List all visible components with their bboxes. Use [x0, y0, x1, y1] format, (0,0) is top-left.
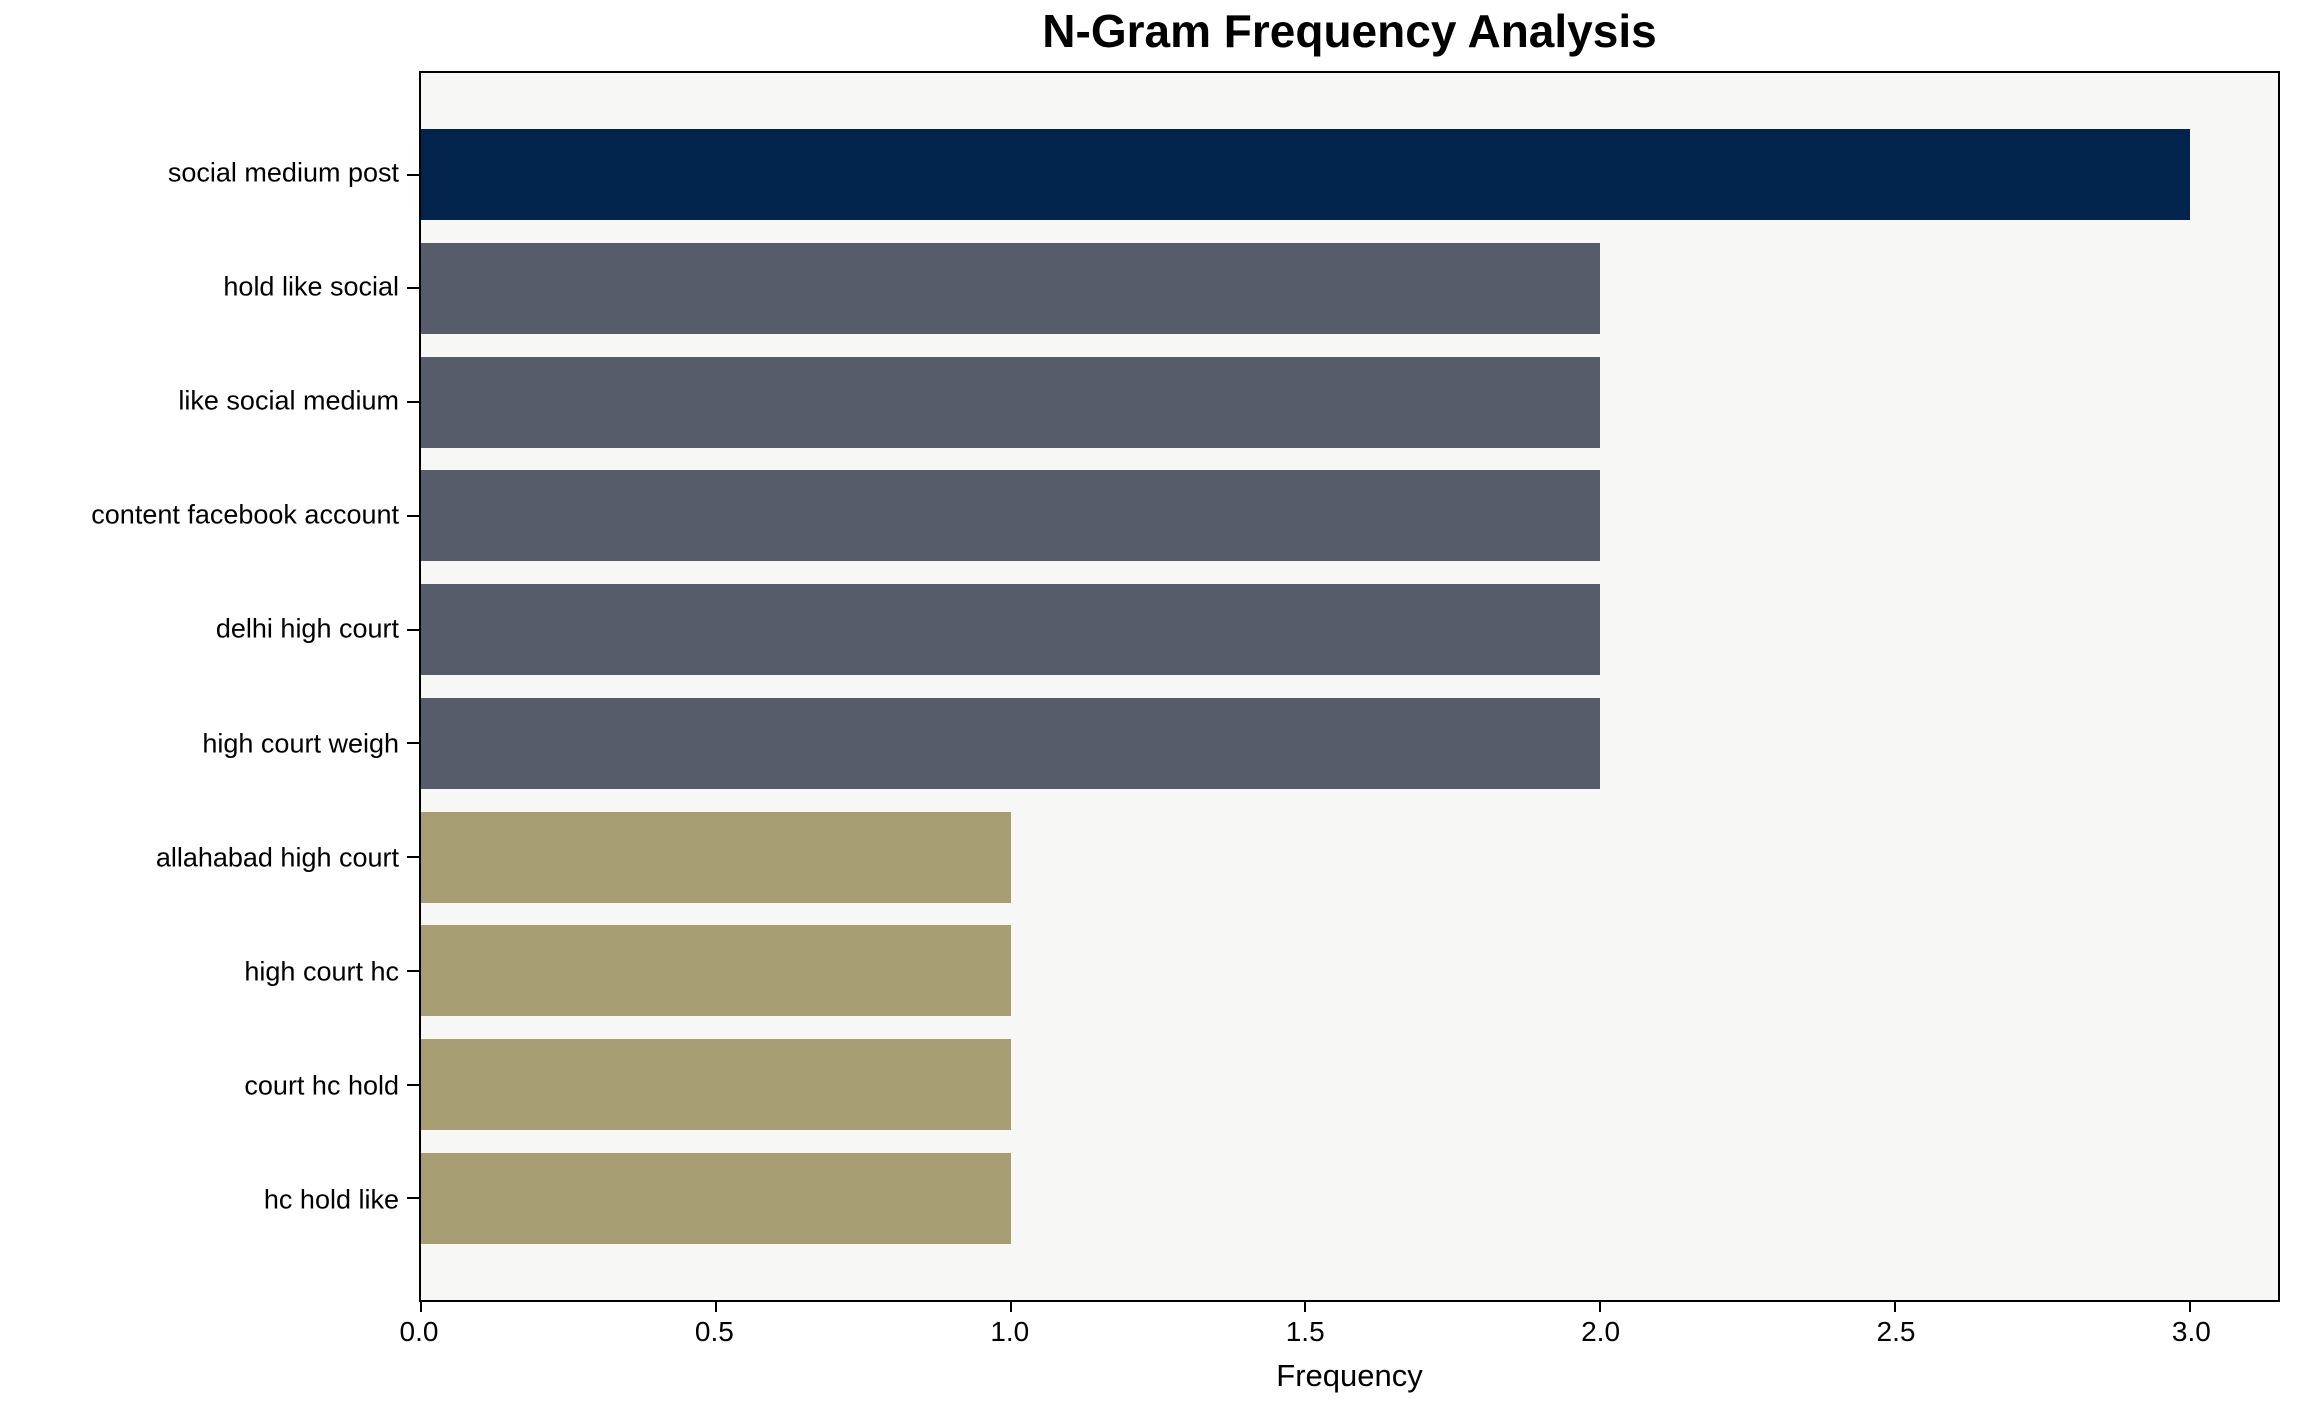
- y-tick-mark: [407, 401, 419, 404]
- y-tick-label: hc hold like: [263, 1184, 399, 1215]
- bar-row: [421, 345, 2278, 459]
- y-tick-mark: [407, 628, 419, 631]
- bar-row: [421, 118, 2278, 232]
- y-tick-mark: [407, 856, 419, 859]
- bar-row: [421, 1028, 2278, 1142]
- bar-row: [421, 232, 2278, 346]
- x-tick-mark: [1893, 1302, 1896, 1312]
- y-tick-label: social medium post: [167, 157, 399, 188]
- bar-hc-hold-like: [421, 1152, 1011, 1244]
- bar-court-hc-hold: [421, 1039, 1011, 1130]
- bars-container: [421, 73, 2278, 1300]
- x-tick-mark: [714, 1302, 717, 1312]
- bar-like-social-medium: [421, 356, 1601, 448]
- y-tick-mark: [407, 514, 419, 517]
- bar-row: [421, 914, 2278, 1028]
- bar-row: [421, 800, 2278, 914]
- bar-social-medium-post: [421, 129, 2190, 221]
- y-tick-label: high court weigh: [202, 728, 399, 759]
- bar-hold-like-social: [421, 243, 1601, 335]
- x-tick-mark: [1599, 1302, 1602, 1312]
- x-tick-mark: [1009, 1302, 1012, 1312]
- bar-row: [421, 1141, 2278, 1255]
- bar-allahabad-high-court: [421, 811, 1011, 903]
- y-tick-mark: [407, 969, 419, 972]
- y-axis-labels: social medium post hold like social like s…: [0, 71, 405, 1302]
- y-tick-label: court hc hold: [244, 1070, 399, 1101]
- bar-high-court-hc: [421, 925, 1011, 1017]
- x-tick-label: 2.0: [1581, 1316, 1621, 1347]
- y-tick-label: delhi high court: [215, 613, 399, 644]
- x-tick-label: 0.0: [399, 1316, 439, 1347]
- x-axis-title: Frequency: [1276, 1358, 1423, 1393]
- x-tick-label: 3.0: [2171, 1316, 2211, 1347]
- x-axis-tick-labels: 0.0 0.5 1.0 1.5 2.0 2.5 3.0: [400, 1316, 2280, 1352]
- y-tick-label: hold like social: [223, 271, 399, 302]
- x-tick-mark: [420, 1302, 422, 1312]
- bar-row: [421, 687, 2278, 801]
- bar-high-court-weigh: [421, 697, 1601, 789]
- y-tick-mark: [407, 287, 419, 290]
- x-tick-label: 1.5: [1285, 1316, 1325, 1347]
- bar-delhi-high-court: [421, 584, 1601, 676]
- y-tick-mark: [407, 1197, 419, 1200]
- x-tick-label: 0.5: [694, 1316, 734, 1347]
- y-tick-mark: [407, 173, 419, 176]
- bar-content-facebook-account: [421, 470, 1601, 562]
- bar-row: [421, 573, 2278, 687]
- x-tick-mark: [1304, 1302, 1307, 1312]
- x-tick-mark: [2188, 1302, 2191, 1312]
- y-tick-label: allahabad high court: [155, 842, 399, 873]
- y-tick-mark: [407, 1083, 419, 1086]
- y-tick-mark: [407, 742, 419, 745]
- x-tick-label: 1.0: [990, 1316, 1030, 1347]
- x-tick-label: 2.5: [1876, 1316, 1916, 1347]
- y-tick-label: high court hc: [244, 956, 399, 987]
- y-tick-label: content facebook account: [91, 499, 399, 530]
- chart-title: N-Gram Frequency Analysis: [1042, 5, 1657, 57]
- bar-row: [421, 459, 2278, 573]
- plot-area: [407, 71, 2280, 1312]
- y-tick-label: like social medium: [178, 385, 399, 416]
